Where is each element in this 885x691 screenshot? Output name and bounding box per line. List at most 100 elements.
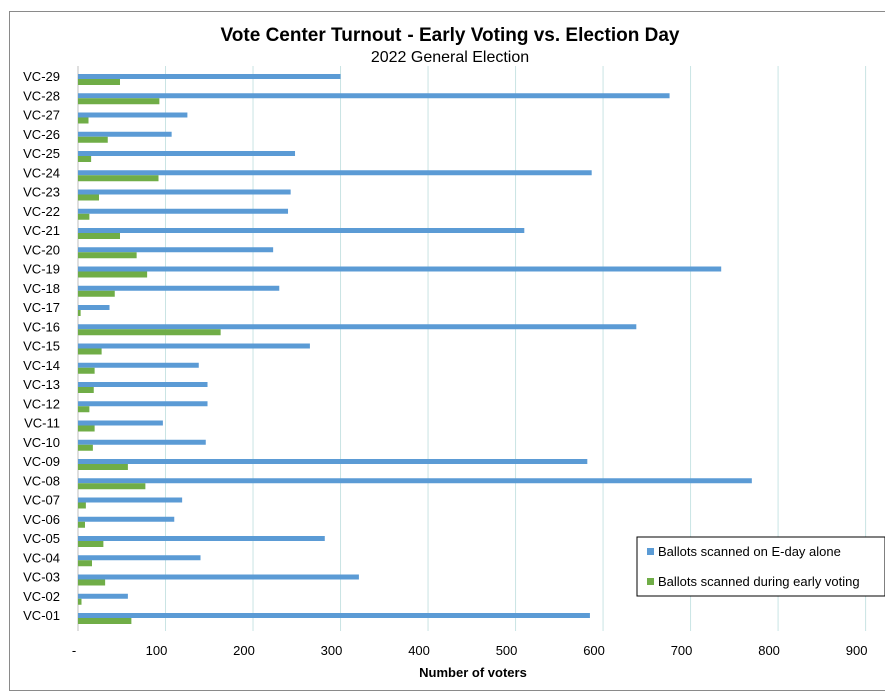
bar-early xyxy=(78,348,102,355)
y-tick-label: VC-11 xyxy=(24,416,60,431)
bar-early xyxy=(78,329,221,336)
bar-early xyxy=(78,233,121,239)
x-tick-label: 800 xyxy=(758,643,780,658)
y-tick-label: VC-18 xyxy=(23,281,60,296)
bar-early xyxy=(78,271,148,278)
y-tick-label: VC-28 xyxy=(23,88,60,103)
bar-early xyxy=(78,79,121,85)
y-tick-label: VC-14 xyxy=(23,358,60,373)
bar-early xyxy=(78,598,82,605)
bar-eday xyxy=(78,401,208,407)
bar-eday xyxy=(78,93,670,99)
bar-early xyxy=(78,560,93,567)
y-tick-label: VC-24 xyxy=(23,165,60,180)
y-tick-label: VC-26 xyxy=(23,127,60,142)
bar-eday xyxy=(78,362,199,368)
bar-early xyxy=(78,464,128,470)
bar-early xyxy=(78,521,86,528)
y-tick-label: VC-08 xyxy=(23,473,60,488)
legend-label-early: Ballots scanned during early voting xyxy=(658,574,860,589)
bar-early xyxy=(78,483,146,490)
bar-eday xyxy=(78,228,525,233)
y-tick-labels: VC-29 VC-28 VC-27 VC-26 VC-25 VC-24 VC-23 VC-22… xyxy=(23,69,60,623)
chart-title-emphasis: - Early Voting vs. Election Day xyxy=(407,25,679,46)
bar-eday xyxy=(78,208,289,214)
bar-early xyxy=(78,194,100,201)
bar-early xyxy=(78,310,81,316)
bar-eday xyxy=(78,382,208,387)
y-tick-label: VC-03 xyxy=(23,570,60,585)
legend-swatch-eday xyxy=(647,548,654,555)
bar-eday xyxy=(78,151,296,156)
bar-eday xyxy=(78,266,722,272)
y-tick-label: VC-16 xyxy=(23,319,60,334)
bar-early xyxy=(78,136,108,143)
bar-eday xyxy=(78,555,201,561)
x-tick-label: 600 xyxy=(583,643,605,658)
bar-early xyxy=(78,579,106,586)
x-tick-label: 400 xyxy=(408,643,430,658)
bar-eday xyxy=(78,247,274,253)
x-tick-label: - xyxy=(72,643,76,658)
x-tick-label: 900 xyxy=(846,643,868,658)
bar-early xyxy=(78,444,93,451)
bar-early xyxy=(78,387,94,393)
chart-title: Vote Center Turnout - Early Voting vs. El… xyxy=(221,25,680,46)
x-tick-label: 500 xyxy=(496,643,518,658)
bar-early xyxy=(78,406,90,413)
bar-eday xyxy=(78,112,188,118)
bar-eday xyxy=(78,131,172,137)
bar-eday xyxy=(78,170,592,176)
y-tick-label: VC-17 xyxy=(23,300,60,315)
chart-subtitle: 2022 General Election xyxy=(371,49,529,66)
y-tick-label: VC-22 xyxy=(23,204,60,219)
x-tick-label: 300 xyxy=(321,643,343,658)
y-tick-label: VC-19 xyxy=(23,262,60,277)
bar-early xyxy=(78,541,104,547)
y-tick-label: VC-23 xyxy=(23,185,60,200)
x-tick-label: 100 xyxy=(146,643,168,658)
x-tick-label: 200 xyxy=(233,643,255,658)
bar-eday xyxy=(78,324,637,330)
bar-early xyxy=(78,156,92,162)
bar-eday xyxy=(78,574,359,580)
legend-label-eday: Ballots scanned on E-day alone xyxy=(658,544,841,559)
bar-eday xyxy=(78,536,325,541)
bar-eday xyxy=(78,305,110,310)
y-tick-label: VC-27 xyxy=(23,108,60,123)
bar-eday xyxy=(78,285,280,291)
y-tick-label: VC-12 xyxy=(23,396,60,411)
y-tick-label: VC-09 xyxy=(23,454,60,469)
y-tick-label: VC-06 xyxy=(23,512,60,527)
y-tick-label: VC-15 xyxy=(23,339,60,354)
bar-early xyxy=(78,502,86,509)
bar-eday xyxy=(78,497,183,503)
chart-title-main: Vote Center Turnout xyxy=(221,25,403,46)
y-tick-label: VC-01 xyxy=(23,608,60,623)
y-tick-label: VC-25 xyxy=(23,146,60,161)
x-axis-title: Number of voters xyxy=(419,665,527,679)
bar-early xyxy=(78,290,115,297)
bar-early xyxy=(78,98,160,105)
legend-swatch-early xyxy=(647,578,654,585)
y-tick-label: VC-20 xyxy=(23,242,60,257)
bar-early xyxy=(78,175,159,182)
bar-early xyxy=(78,425,95,432)
legend: Ballots scanned on E-day alone Ballots s… xyxy=(636,536,885,597)
bar-eday xyxy=(78,516,175,522)
bar-eday xyxy=(78,593,128,599)
bar-early xyxy=(78,117,89,124)
bar-early xyxy=(78,618,132,624)
bars xyxy=(78,74,752,624)
bar-eday xyxy=(78,189,291,195)
y-tick-label: VC-05 xyxy=(23,531,60,546)
legend-box xyxy=(636,536,885,597)
bar-early xyxy=(78,367,95,374)
bar-eday xyxy=(78,343,310,349)
bar-eday xyxy=(78,459,588,464)
y-tick-label: VC-02 xyxy=(23,589,60,604)
bar-eday xyxy=(78,74,341,79)
bar-eday xyxy=(78,420,163,426)
x-tick-labels: - 100 200 300 400 500 600 700 800 900 xyxy=(72,643,868,658)
